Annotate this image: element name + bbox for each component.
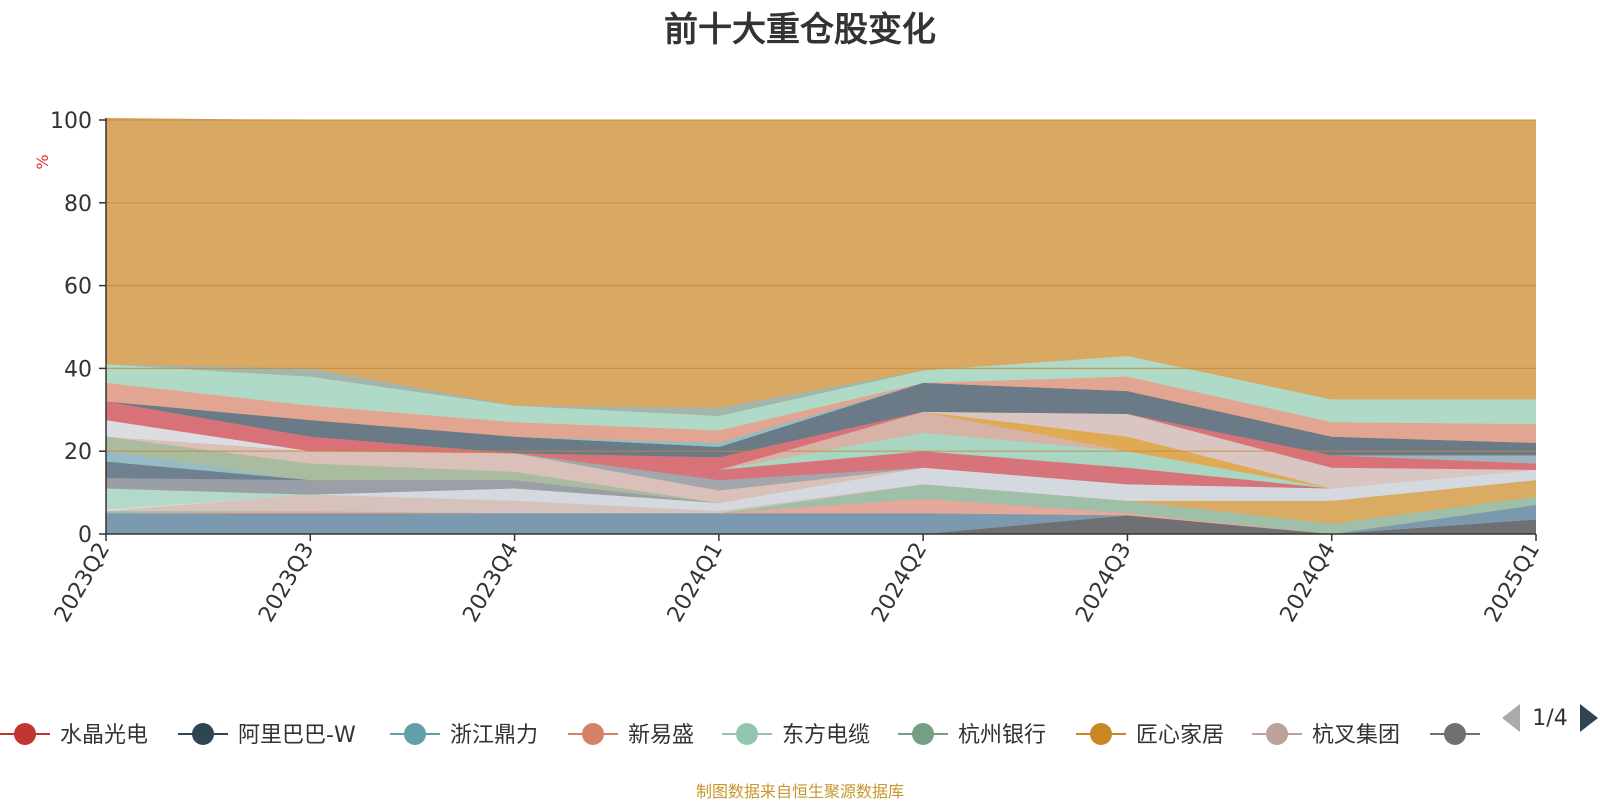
area-series-22 <box>106 382 1536 458</box>
area-series-14 <box>106 436 1536 489</box>
area-series-11 <box>106 436 1536 503</box>
y-unit-label: % <box>33 154 52 169</box>
y-tick-label: 20 <box>64 440 92 465</box>
area-series-21 <box>106 401 1536 464</box>
legend-marker-icon <box>14 723 36 745</box>
area-series-5 <box>106 480 1536 514</box>
legend-marker-icon <box>582 723 604 745</box>
legend-item-0[interactable]: 水晶光电 <box>0 723 148 748</box>
legend-item-1[interactable]: 阿里巴巴-W <box>178 723 356 748</box>
legend-item-4[interactable]: 东方电缆 <box>722 723 870 748</box>
legend-marker-icon <box>1444 723 1466 745</box>
area-series-0 <box>106 515 1536 534</box>
area-series-20 <box>106 401 1536 470</box>
legend-prev-page-icon[interactable] <box>1502 704 1520 732</box>
legend-label: 阿里巴巴-W <box>238 723 356 748</box>
x-tick-label: 2024Q4 <box>1276 539 1341 627</box>
legend-label: 匠心家居 <box>1136 723 1224 748</box>
y-tick-label: 0 <box>78 523 92 548</box>
legend-marker-icon <box>192 723 214 745</box>
legend: 水晶光电 阿里巴巴-W 浙江鼎力 新易盛 东方电缆 杭州银行 匠心家居 杭叉集团 <box>0 723 1480 748</box>
area-series-23 <box>106 382 1536 448</box>
x-tick-label: 2023Q2 <box>50 539 115 627</box>
legend-item-3[interactable]: 新易盛 <box>568 723 694 748</box>
y-tick-label: 40 <box>64 357 92 382</box>
legend-page-indicator: 1/4 <box>1532 706 1567 731</box>
area-series-16 <box>106 411 1536 489</box>
legend-marker-icon <box>736 723 758 745</box>
legend-marker-icon <box>912 723 934 745</box>
area-series-4 <box>106 480 1536 524</box>
y-tick-label: 100 <box>50 109 92 134</box>
x-tick-label: 2023Q4 <box>458 539 523 627</box>
legend-item-2[interactable]: 浙江鼎力 <box>390 723 538 748</box>
area-series-8 <box>106 467 1536 503</box>
legend-label: 杭州银行 <box>958 723 1046 748</box>
x-tick-label: 2024Q2 <box>867 539 932 627</box>
area-series-1 <box>106 505 1536 534</box>
area-series-12 <box>106 436 1536 503</box>
area-series-6 <box>106 467 1536 512</box>
legend-item-6[interactable]: 匠心家居 <box>1076 723 1224 748</box>
source-note: 制图数据来自恒生聚源数据库 <box>695 782 904 801</box>
legend-item-7[interactable]: 杭叉集团 <box>1252 723 1400 748</box>
gridlines <box>106 119 1536 452</box>
area-series-18 <box>106 411 1536 489</box>
legend-marker-icon <box>1266 723 1288 745</box>
stacked-areas <box>106 117 1536 534</box>
y-tick-label: 60 <box>64 275 92 300</box>
x-tick-label: 2025Q1 <box>1480 539 1545 627</box>
legend-label: 杭叉集团 <box>1312 723 1400 748</box>
legend-item-5[interactable]: 杭州银行 <box>898 723 1046 748</box>
x-tick-label: 2023Q3 <box>254 539 319 627</box>
area-series-25 <box>106 355 1536 431</box>
legend-next-page-icon[interactable] <box>1580 704 1598 732</box>
legend-marker-icon <box>1090 723 1112 745</box>
legend-marker-icon <box>404 723 426 745</box>
legend-label: 水晶光电 <box>60 723 148 748</box>
x-tick-label: 2024Q3 <box>1071 539 1136 627</box>
area-series-27 <box>106 117 1536 408</box>
legend-label: 浙江鼎力 <box>450 723 538 748</box>
chart-title: 前十大重仓股变化 <box>664 10 936 50</box>
y-tick-label: 80 <box>64 192 92 217</box>
area-series-26 <box>106 355 1536 417</box>
area-series-24 <box>106 376 1536 443</box>
x-tick-label: 2024Q1 <box>663 539 728 627</box>
legend-item-8[interactable] <box>1430 723 1480 745</box>
legend-label: 东方电缆 <box>782 723 870 748</box>
legend-label: 新易盛 <box>628 723 694 748</box>
legend-pager: 1/4 <box>1502 704 1598 732</box>
